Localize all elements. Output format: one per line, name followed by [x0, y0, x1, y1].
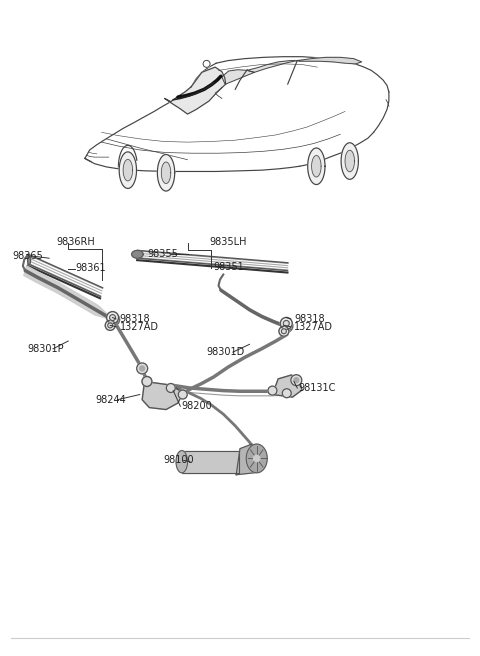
Text: 1327AD: 1327AD — [120, 321, 159, 332]
Text: 98361: 98361 — [75, 263, 106, 273]
Polygon shape — [142, 382, 183, 409]
Circle shape — [108, 314, 120, 325]
Circle shape — [108, 323, 113, 328]
Text: 98318: 98318 — [120, 314, 150, 324]
Text: 98131C: 98131C — [299, 383, 336, 393]
Circle shape — [107, 312, 119, 323]
Text: 9836RH: 9836RH — [56, 237, 95, 247]
Polygon shape — [182, 451, 239, 473]
Text: 98365: 98365 — [12, 251, 43, 261]
Circle shape — [203, 60, 210, 68]
Text: 98244: 98244 — [96, 395, 126, 405]
Polygon shape — [161, 162, 171, 184]
Polygon shape — [312, 155, 321, 177]
Text: 98301P: 98301P — [28, 344, 64, 354]
Circle shape — [140, 366, 144, 371]
Text: 98351: 98351 — [214, 262, 244, 272]
Circle shape — [281, 320, 293, 332]
Circle shape — [283, 324, 291, 332]
Circle shape — [109, 318, 118, 325]
Circle shape — [109, 315, 116, 321]
Polygon shape — [308, 148, 325, 184]
Polygon shape — [132, 251, 143, 258]
Polygon shape — [297, 57, 362, 64]
Circle shape — [253, 455, 260, 462]
Polygon shape — [345, 150, 355, 172]
Text: 98100: 98100 — [164, 455, 194, 465]
Circle shape — [294, 378, 299, 382]
Text: 98200: 98200 — [182, 401, 213, 411]
Polygon shape — [273, 375, 302, 397]
Circle shape — [279, 326, 289, 337]
Polygon shape — [222, 70, 254, 84]
Text: 98318: 98318 — [294, 314, 324, 324]
Circle shape — [281, 329, 287, 334]
Circle shape — [280, 318, 292, 329]
Circle shape — [167, 384, 175, 392]
Polygon shape — [27, 255, 31, 265]
Polygon shape — [176, 451, 188, 473]
Polygon shape — [341, 143, 359, 179]
Text: 1327AD: 1327AD — [294, 321, 333, 332]
Text: 9835LH: 9835LH — [209, 237, 247, 247]
Circle shape — [105, 320, 115, 331]
Polygon shape — [123, 159, 132, 181]
Polygon shape — [24, 266, 114, 320]
Polygon shape — [246, 444, 267, 473]
Circle shape — [282, 389, 291, 398]
Circle shape — [137, 363, 148, 374]
Circle shape — [283, 320, 289, 327]
Text: 98355: 98355 — [147, 249, 178, 259]
Polygon shape — [247, 60, 297, 72]
Circle shape — [268, 386, 277, 395]
Polygon shape — [165, 67, 226, 114]
Circle shape — [178, 390, 187, 399]
Circle shape — [142, 377, 152, 386]
Text: 98301D: 98301D — [206, 347, 245, 357]
Polygon shape — [157, 155, 175, 191]
Polygon shape — [236, 444, 265, 475]
Polygon shape — [119, 152, 136, 188]
Circle shape — [291, 375, 302, 386]
